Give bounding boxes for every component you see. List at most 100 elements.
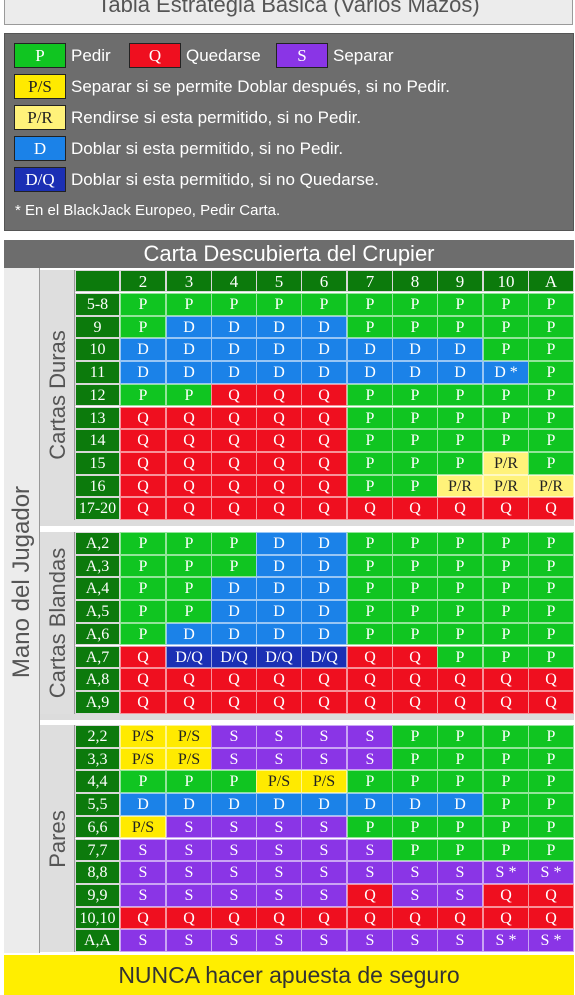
strategy-cell: P [347, 474, 393, 498]
strategy-cell: P [347, 406, 393, 430]
strategy-cell: P [392, 770, 438, 794]
player-hand-label: 4,4 [75, 770, 120, 794]
strategy-cell: P [120, 770, 166, 794]
strategy-cell: P [211, 293, 257, 316]
strategy-cell: P [392, 815, 438, 839]
strategy-cell: P [483, 315, 529, 339]
player-hand-label: 10,10 [75, 906, 120, 930]
strategy-cell: P [301, 293, 347, 316]
strategy-cell: Q [120, 474, 166, 498]
strategy-cell: Q [437, 497, 483, 520]
strategy-cell: P [483, 645, 529, 669]
strategy-cell: D/Q [166, 645, 212, 669]
player-hand-label: 11 [75, 361, 120, 384]
strategy-cell: D [347, 338, 393, 362]
dealer-card-header-cell: A [528, 270, 574, 292]
strategy-cell: P [120, 315, 166, 339]
strategy-cell: Q [301, 690, 347, 714]
title-text: Tabla Estrategia Básica (Varios Mazos) [97, 0, 480, 17]
strategy-cell: P [437, 645, 483, 669]
strategy-cell: P [528, 451, 574, 475]
section-divider [40, 713, 574, 720]
strategy-cell: S [166, 929, 212, 952]
dealer-card-header-cell: 3 [166, 270, 212, 292]
strategy-cell: S [166, 815, 212, 839]
legend-text-separar: Separar [333, 45, 394, 65]
player-hand-label: 6,6 [75, 815, 120, 839]
strategy-cell: Q [120, 906, 166, 930]
strategy-cell: P [392, 577, 438, 601]
legend-swatch-pedir: P [14, 43, 66, 68]
strategy-cell: Q [392, 906, 438, 930]
strategy-cell: D [392, 793, 438, 816]
strategy-cell: Q [120, 668, 166, 691]
strategy-cell: S [120, 838, 166, 862]
strategy-cell: Q [256, 429, 302, 452]
strategy-cell: Q [392, 668, 438, 691]
strategy-cell: P/S [166, 747, 212, 771]
player-hand-label: A,3 [75, 554, 120, 578]
strategy-cell: D [256, 793, 302, 816]
strategy-cell: S [347, 725, 393, 748]
player-hand-label: A,7 [75, 645, 120, 669]
strategy-cell: Q [301, 474, 347, 498]
strategy-cell: Q [166, 906, 212, 930]
legend-panel: P Pedir Q Quedarse S Separar P/S Separar… [4, 33, 574, 231]
strategy-cell: Q [256, 668, 302, 691]
strategy-cell: D [256, 600, 302, 623]
strategy-cell: P [392, 622, 438, 646]
strategy-cell: Q [301, 668, 347, 691]
strategy-cell: Q [347, 883, 393, 907]
strategy-cell: Q [211, 474, 257, 498]
dealer-card-header-cell: 9 [437, 270, 483, 292]
strategy-cell: P/S [166, 725, 212, 748]
strategy-cell: P [166, 554, 212, 578]
strategy-cell: S [120, 883, 166, 907]
strategy-cell: Q [256, 906, 302, 930]
player-hand-label: 3,3 [75, 747, 120, 771]
strategy-cell: S [256, 861, 302, 884]
strategy-cell: P [392, 600, 438, 623]
strategy-cell: P [392, 725, 438, 748]
strategy-cell: Q [120, 497, 166, 520]
player-hand-label: 5-8 [75, 293, 120, 316]
strategy-cell: D [211, 577, 257, 601]
strategy-cell: P [483, 293, 529, 316]
strategy-cell: S [120, 929, 166, 952]
strategy-cell: S [347, 747, 393, 771]
strategy-cell: D [166, 338, 212, 362]
strategy-cell: P [392, 429, 438, 452]
strategy-cell: P [528, 554, 574, 578]
strategy-cell: P [483, 793, 529, 816]
legend-row-pr: P/R Rendirse si esta permitido, si no Pe… [14, 105, 361, 130]
strategy-cell: S [256, 725, 302, 748]
strategy-cell: D [256, 622, 302, 646]
strategy-cell: P [347, 429, 393, 452]
legend-text-dq: Doblar si esta permitido, si no Quedarse… [71, 169, 380, 189]
strategy-cell: S [347, 929, 393, 952]
legend-swatch-separar: S [276, 43, 328, 68]
strategy-cell: D [301, 622, 347, 646]
strategy-cell: Q [211, 497, 257, 520]
strategy-cell: P [166, 577, 212, 601]
strategy-cell: P [528, 815, 574, 839]
strategy-cell: Q [211, 906, 257, 930]
strategy-cell: Q [166, 668, 212, 691]
strategy-cell: Q [256, 406, 302, 430]
strategy-cell: P [211, 532, 257, 555]
strategy-cell: P [347, 577, 393, 601]
strategy-cell: S [211, 725, 257, 748]
player-hand-label: 15 [75, 451, 120, 475]
strategy-cell: P [211, 554, 257, 578]
strategy-cell: Q [528, 690, 574, 714]
strategy-cell: P [437, 770, 483, 794]
strategy-cell: D/Q [301, 645, 347, 669]
strategy-cell: P [437, 451, 483, 475]
strategy-cell: P [483, 429, 529, 452]
strategy-cell: Q [301, 906, 347, 930]
strategy-cell: S [256, 747, 302, 771]
strategy-cell: P [483, 622, 529, 646]
legend-text-d: Doblar si esta permitido, si no Pedir. [71, 138, 344, 158]
strategy-cell: P [528, 383, 574, 407]
strategy-cell: P [528, 600, 574, 623]
